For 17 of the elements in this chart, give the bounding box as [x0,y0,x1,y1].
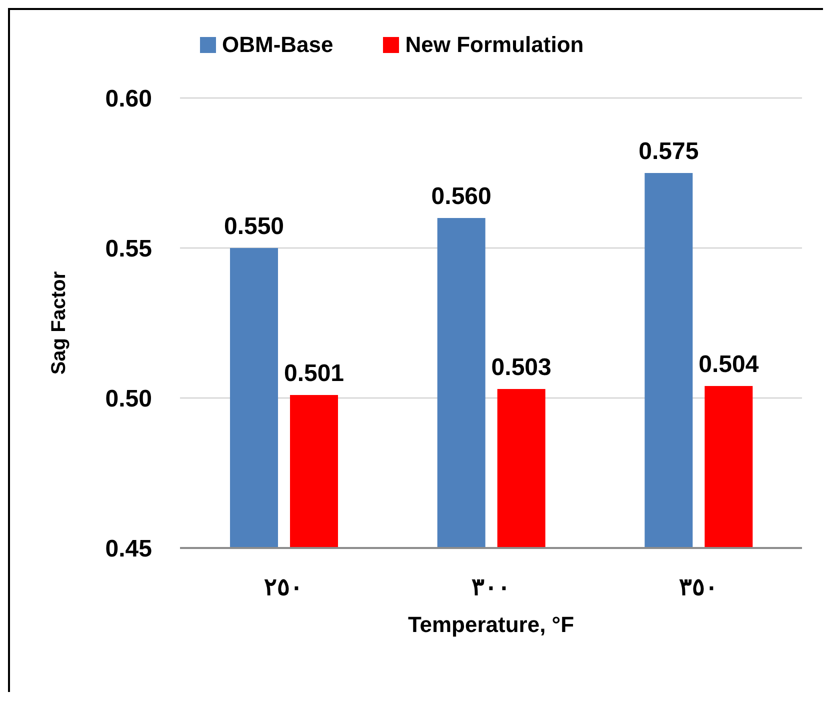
legend-label: New Formulation [404,32,584,58]
y-tick-label: 0.45 [105,536,152,563]
y-tick-label: 0.55 [105,236,152,263]
data-label: 0.501 [284,360,344,387]
data-label: 0.504 [698,351,760,378]
y-axis-title: Sag Factor [48,271,70,375]
x-tick-label: ٢٥٠ [264,574,304,602]
x-tick-label: ٣٥٠ [678,574,718,602]
x-axis-title: Temperature, °F [408,612,574,637]
y-tick-label: 0.50 [105,386,152,413]
y-tick-label: 0.60 [105,86,152,113]
legend-label: OBM-Base [221,32,334,58]
data-label: 0.575 [638,138,699,165]
data-label: 0.503 [491,354,552,381]
x-tick-label: ٣٠٠ [472,574,510,602]
data-label: 0.560 [431,183,492,210]
data-label: 0.550 [224,213,284,240]
